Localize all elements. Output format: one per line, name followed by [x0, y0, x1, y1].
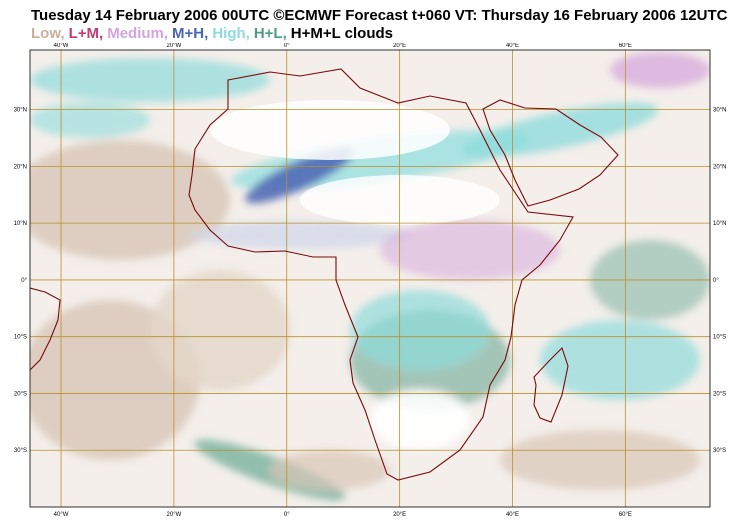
y-tick-label: 30°S — [14, 448, 27, 454]
x-tick-label: 60°E — [619, 43, 632, 49]
arabia-coast — [482, 99, 619, 207]
x-tick-label: 40°E — [506, 512, 519, 518]
y-tick-label: 30°S — [713, 448, 726, 454]
legend-item: Low, — [31, 25, 65, 42]
legend-item: High, — [212, 25, 250, 42]
y-tick-label: 20°S — [14, 391, 27, 397]
map-title: Tuesday 14 February 2006 00UTC ©ECMWF Fo… — [31, 7, 728, 24]
tick-labels: 40°W 40°W 20°W 20°W 0° 0° 20°E 20°E 40°E 40°E 60°E… — [14, 43, 727, 518]
south-america-coast — [30, 287, 61, 371]
y-tick-label: 30°N — [713, 108, 726, 114]
x-tick-label: 20°E — [393, 512, 406, 518]
legend-text: Low, L+M, Medium, M+H, High, H+L, H+M+L clouds — [31, 25, 393, 42]
x-tick-label: 20°W — [167, 43, 182, 49]
legend-item: M+H, — [172, 25, 208, 42]
clear-sky — [210, 100, 450, 160]
y-tick-label: 20°N — [713, 164, 726, 170]
y-tick-label: 10°N — [14, 221, 27, 227]
y-tick-label: 10°N — [713, 221, 726, 227]
x-tick-label: 20°W — [167, 512, 182, 518]
legend: Low, L+M, Medium, M+H, High, H+L, H+M+L clouds — [31, 25, 393, 42]
madagascar-coast — [533, 346, 569, 423]
graticule — [30, 50, 710, 507]
x-tick-label: 40°W — [54, 512, 69, 518]
y-tick-label: 0° — [713, 278, 719, 284]
map-frame — [29, 49, 711, 508]
x-tick-label: 40°W — [54, 43, 69, 49]
legend-item: Medium, — [107, 25, 168, 42]
africa-coast — [188, 68, 574, 481]
x-tick-label: 0° — [284, 43, 290, 49]
cloud-field — [30, 50, 710, 507]
x-tick-label: 20°E — [393, 43, 406, 49]
x-tick-label: 40°E — [506, 43, 519, 49]
legend-item: H+M+L clouds — [291, 25, 393, 42]
y-tick-label: 30°N — [14, 108, 27, 114]
x-tick-label: 0° — [284, 512, 290, 518]
y-tick-label: 10°S — [713, 335, 726, 341]
coastline — [30, 68, 619, 481]
y-tick-label: 20°N — [14, 164, 27, 170]
x-tick-label: 60°E — [619, 512, 632, 518]
y-tick-label: 10°S — [14, 335, 27, 341]
y-tick-label: 0° — [21, 278, 27, 284]
legend-item: H+L, — [254, 25, 287, 42]
y-tick-label: 20°S — [713, 391, 726, 397]
legend-item: L+M, — [69, 25, 104, 42]
